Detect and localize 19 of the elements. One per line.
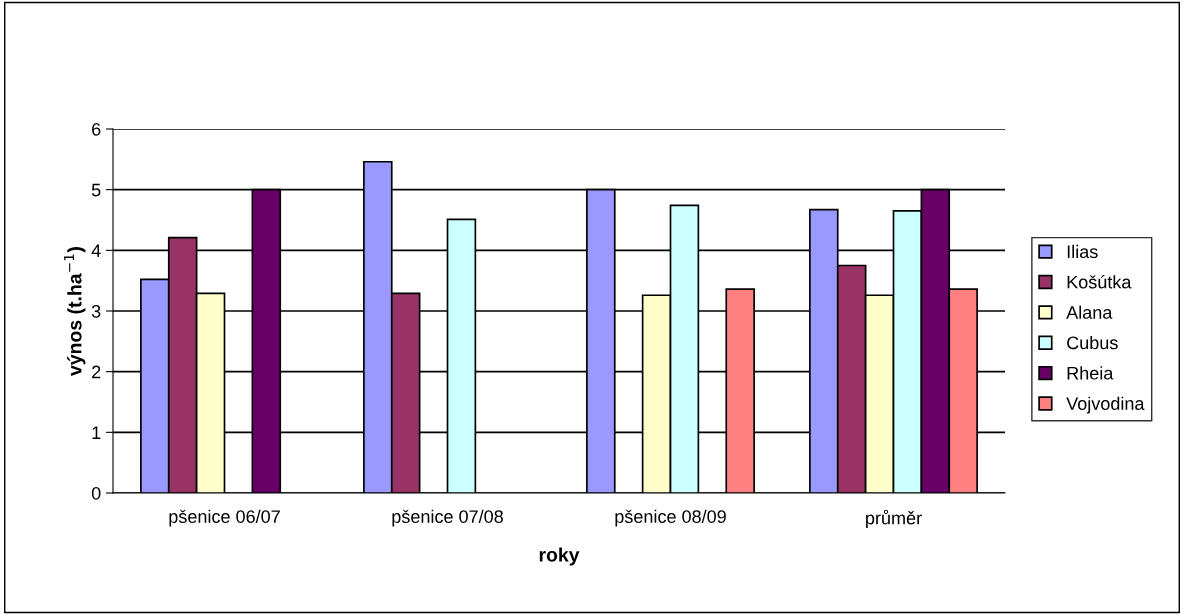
x-tick-label: průměr [866,509,922,528]
y-tick-label: 3 [91,304,101,318]
legend-label: Ilias [1067,244,1098,259]
y-tick-label: 2 [92,365,101,379]
legend-label: Alana [1066,305,1113,319]
y-tick-label: 0 [91,486,101,500]
legend-label: Cubus [1067,335,1118,350]
legend-label: Košútka [1067,275,1132,289]
legend-label: Rheia [1067,366,1114,380]
y-tick-label: 4 [91,244,101,257]
y-tick-label: 1 [92,426,101,439]
y-tick-label: 6 [92,122,101,136]
x-tick-label: pšenice 08/09 [615,509,726,527]
legend-label: Vojvodina [1066,396,1145,414]
x-tick-label: pšenice 06/07 [169,509,280,527]
x-axis-title: roky [539,547,580,566]
y-tick-label: 5 [91,183,101,197]
x-tick-label: pšenice 07/08 [392,509,503,527]
y-axis-title: výnos (t.ha$^{−1}$) [64,247,86,376]
